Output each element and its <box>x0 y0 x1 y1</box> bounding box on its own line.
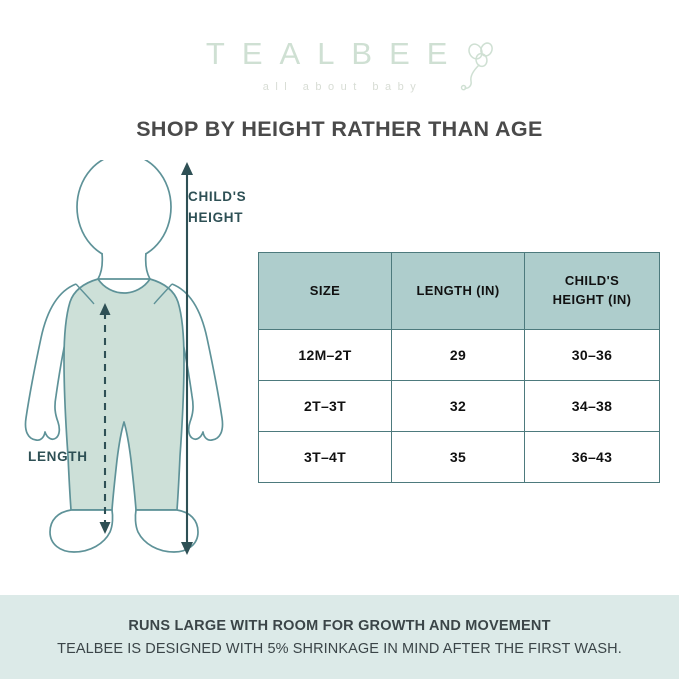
column-header-size: SIZE <box>258 252 392 330</box>
cell-childs-height: 34–38 <box>524 380 660 432</box>
figure-outlines <box>24 160 224 553</box>
footer-headline: RUNS LARGE WITH ROOM FOR GROWTH AND MOVE… <box>128 617 551 634</box>
size-chart-table: SIZE LENGTH (IN) CHILD'S HEIGHT (IN) 12M… <box>258 252 660 483</box>
neck-shape <box>96 252 152 280</box>
column-header-length: LENGTH (IN) <box>391 252 525 330</box>
right-sleeve-seam <box>153 283 173 305</box>
column-header-childs-height-line1: CHILD'S <box>564 273 620 289</box>
brand-tagline: all about baby <box>262 81 423 93</box>
garment-shape <box>63 278 185 511</box>
column-header-childs-height: CHILD'S HEIGHT (IN) <box>524 252 660 330</box>
right-arm-shape <box>171 283 224 442</box>
page-title: SHOP BY HEIGHT RATHER THAN AGE <box>136 117 543 141</box>
brand-wordmark-text: TEALBEE <box>205 36 465 71</box>
brand-wordmark-row: TEALBEE <box>189 36 493 91</box>
table-head: SIZE LENGTH (IN) CHILD'S HEIGHT (IN) <box>258 252 660 330</box>
height-arrow-head-bottom <box>181 542 193 555</box>
length-measure-arrow <box>99 303 111 534</box>
baby-figure-illustration <box>14 160 280 570</box>
left-sleeve-seam <box>75 283 95 305</box>
right-foot-shape <box>134 509 199 553</box>
column-header-size-line1: SIZE <box>309 282 341 298</box>
cell-childs-height: 30–36 <box>524 329 660 381</box>
cell-length: 32 <box>391 380 525 432</box>
head-shape <box>76 160 172 261</box>
table-header-row: SIZE LENGTH (IN) CHILD'S HEIGHT (IN) <box>258 252 660 330</box>
height-arrow-head-top <box>181 162 193 175</box>
table-row: 2T–3T 32 34–38 <box>258 380 660 432</box>
footer-note-band: RUNS LARGE WITH ROOM FOR GROWTH AND MOVE… <box>0 595 679 679</box>
childs-height-label-line2: HEIGHT <box>188 209 244 225</box>
left-foot-shape <box>49 509 114 553</box>
length-arrow-head-top <box>99 303 111 315</box>
childs-height-label: CHILD'S HEIGHT <box>188 187 278 229</box>
footer-subtext: TEALBEE IS DESIGNED WITH 5% SHRINKAGE IN… <box>57 640 622 657</box>
length-arrow-head-bottom <box>99 522 111 534</box>
length-label: LENGTH <box>28 449 88 464</box>
table-row: 3T–4T 35 36–43 <box>258 431 660 483</box>
cell-length: 35 <box>391 431 525 483</box>
column-header-childs-height-line2: HEIGHT (IN) <box>552 292 632 307</box>
table-body: 12M–2T 29 30–36 2T–3T 32 34–38 3T–4T 35 … <box>258 329 660 483</box>
cell-childs-height: 36–43 <box>524 431 660 483</box>
cell-size: 2T–3T <box>258 380 392 432</box>
left-arm-shape <box>24 283 77 442</box>
cell-size: 12M–2T <box>258 329 392 381</box>
cell-length: 29 <box>391 329 525 381</box>
cell-size: 3T–4T <box>258 431 392 483</box>
childs-height-label-line1: CHILD'S <box>188 189 247 204</box>
table-row: 12M–2T 29 30–36 <box>258 329 660 381</box>
baby-figure-svg <box>24 160 224 555</box>
column-header-length-line1: LENGTH (IN) <box>416 282 500 298</box>
height-measure-arrow <box>181 162 193 555</box>
brand-logo: TEALBEE all about baby <box>0 38 679 93</box>
